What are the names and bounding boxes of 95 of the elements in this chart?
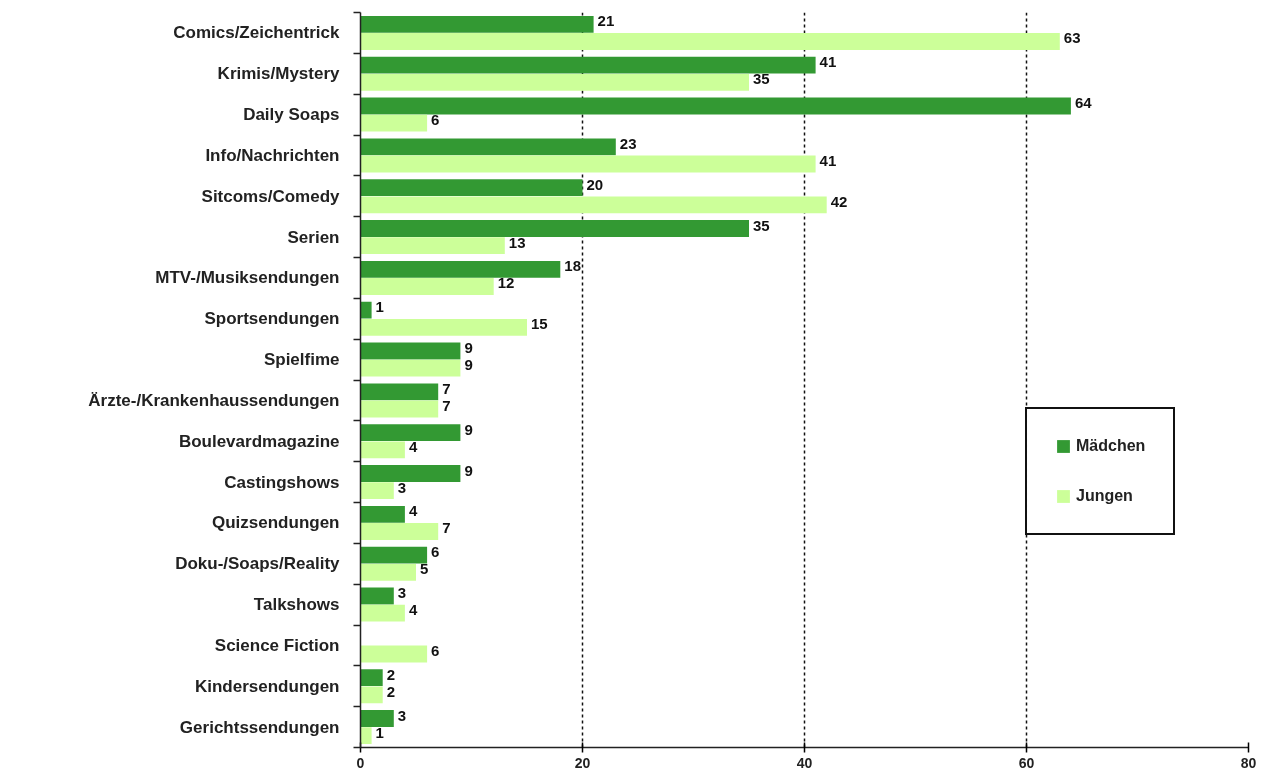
- bar: [360, 155, 816, 173]
- y-tick-label: Info/Nachrichten: [205, 145, 340, 165]
- bar: [360, 669, 383, 687]
- x-tick-label: 80: [1240, 754, 1257, 771]
- legend-label: Mädchen: [1076, 437, 1146, 455]
- data-label: 42: [830, 192, 848, 210]
- bar: [360, 278, 494, 295]
- data-label: 7: [442, 519, 451, 537]
- bar: [360, 645, 428, 663]
- data-label: 2: [386, 665, 396, 683]
- bar: [360, 383, 439, 401]
- y-tick-label: Krimis/Mystery: [217, 64, 341, 84]
- y-tick-label: Sitcoms/Comedy: [201, 186, 341, 206]
- data-label: 21: [597, 12, 615, 30]
- y-tick-label: Spielfime: [263, 350, 340, 370]
- bar: [360, 710, 394, 727]
- data-label: 13: [508, 233, 526, 251]
- y-tick-label: Kindersendungen: [194, 676, 340, 696]
- data-label: 1: [375, 723, 384, 741]
- y-tick-label: Castingshows: [224, 472, 340, 492]
- bar: [360, 587, 394, 605]
- y-tick-label: Science Fiction: [214, 635, 340, 655]
- bar: [360, 424, 461, 442]
- data-label: 64: [1074, 94, 1093, 112]
- bar: [360, 441, 405, 459]
- data-label: 41: [819, 53, 837, 71]
- bar: [360, 73, 749, 91]
- data-label: 4: [408, 437, 418, 455]
- y-tick-label: Talkshows: [253, 595, 340, 615]
- bar: [360, 523, 439, 540]
- bar: [360, 465, 461, 482]
- x-tick-label: 60: [1018, 754, 1035, 771]
- bar: [360, 505, 405, 523]
- y-tick-label: Comics/Zeichentrick: [173, 23, 341, 43]
- bar: [360, 260, 561, 278]
- x-tick-label: 0: [356, 754, 365, 771]
- x-tick-label: 40: [796, 754, 813, 771]
- data-label: 4: [408, 601, 418, 619]
- bar: [360, 359, 461, 377]
- bar: [360, 138, 616, 156]
- bar: [360, 196, 827, 214]
- data-label: 1: [375, 298, 384, 316]
- bar: [360, 114, 428, 132]
- data-label: 6: [431, 641, 440, 659]
- data-label: 7: [442, 396, 451, 414]
- bar: [360, 237, 505, 255]
- bar: [360, 56, 816, 74]
- data-label: 41: [819, 151, 837, 169]
- data-label: 18: [564, 257, 581, 275]
- y-tick-label: Gerichtssendungen: [179, 717, 340, 737]
- data-label: 6: [431, 543, 440, 561]
- y-tick-label: Boulevardmagazine: [178, 431, 340, 451]
- data-label: 23: [619, 134, 637, 152]
- y-tick-label: Quizsendungen: [212, 513, 340, 533]
- data-label: 3: [397, 706, 407, 724]
- data-label: 9: [464, 461, 473, 479]
- data-label: 20: [586, 175, 604, 193]
- data-label: 3: [397, 584, 407, 602]
- data-label: 5: [420, 560, 429, 578]
- legend-label: Jungen: [1076, 487, 1133, 505]
- y-tick-label: MTV-/Musiksendungen: [155, 268, 340, 288]
- bar: [360, 33, 1060, 50]
- y-tick-label: Serien: [287, 227, 340, 247]
- data-label: 9: [464, 356, 473, 374]
- y-tick-label: Sportsendungen: [204, 309, 340, 329]
- data-label: 9: [464, 420, 473, 438]
- bar: [360, 220, 749, 237]
- y-tick-label: Doku-/Soaps/Reality: [175, 554, 341, 574]
- data-label: 12: [497, 274, 515, 292]
- bar: [360, 179, 583, 197]
- bar: [360, 342, 461, 360]
- bar: [360, 15, 594, 33]
- bar: [360, 318, 527, 336]
- data-label: 3: [397, 478, 407, 496]
- y-tick-label: Daily Soaps: [243, 105, 340, 125]
- bar: [360, 604, 405, 622]
- data-label: 63: [1063, 29, 1081, 47]
- data-label: 6: [431, 111, 440, 129]
- bar: [360, 400, 439, 418]
- bar: [360, 563, 416, 581]
- bar: [360, 727, 372, 745]
- y-tick-label: Ärzte-/Krankenhaussendungen: [88, 390, 340, 410]
- data-label: 35: [753, 216, 770, 234]
- bar: [360, 301, 372, 319]
- data-label: 2: [386, 682, 396, 700]
- data-label: 35: [753, 70, 770, 88]
- bar: [360, 97, 1071, 115]
- bar: [360, 686, 383, 704]
- data-label: 9: [464, 339, 473, 357]
- bar: [360, 546, 428, 564]
- data-label: 7: [442, 379, 451, 397]
- data-label: 4: [408, 502, 418, 520]
- bar: [360, 482, 394, 500]
- data-label: 15: [531, 315, 548, 333]
- x-tick-label: 20: [574, 754, 591, 771]
